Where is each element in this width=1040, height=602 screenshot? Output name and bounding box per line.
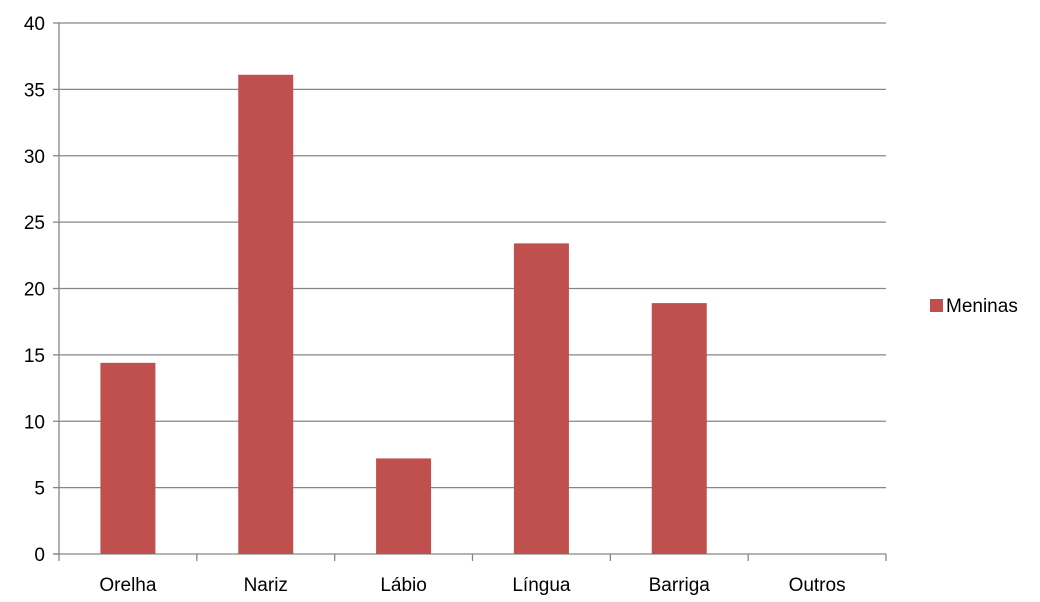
y-tick-label: 5 [34,479,45,500]
legend-label-meninas: Meninas [946,296,1018,317]
x-tick-label: Língua [512,575,571,596]
x-tick-label: Nariz [244,575,288,596]
bar-lábio [376,458,432,554]
x-axis: Orelha Nariz Lábio Língua Barriga Outros [53,553,887,596]
y-tick-label: 40 [24,14,45,35]
y-axis: 0 5 10 15 20 25 30 35 40 [24,14,60,566]
bar-nariz [238,74,294,555]
x-tick-label: Barriga [649,575,711,596]
legend: Meninas [930,296,1018,317]
x-tick-label: Lábio [380,575,427,596]
y-tick-label: 15 [24,346,45,367]
y-tick-label: 25 [24,213,45,234]
y-tick-label: 35 [24,80,45,101]
y-tick-label: 10 [24,412,45,433]
x-tick-label: Orelha [99,575,156,596]
legend-swatch-meninas [930,299,943,312]
x-tick-label: Outros [789,575,846,596]
bar-orelha [100,362,156,554]
bars [100,74,707,555]
y-tick-label: 0 [34,545,45,566]
y-tick-label: 20 [24,280,45,301]
gridlines [59,22,886,489]
bar-língua [513,243,569,555]
bar-barriga [651,303,707,554]
y-tick-label: 30 [24,147,45,168]
